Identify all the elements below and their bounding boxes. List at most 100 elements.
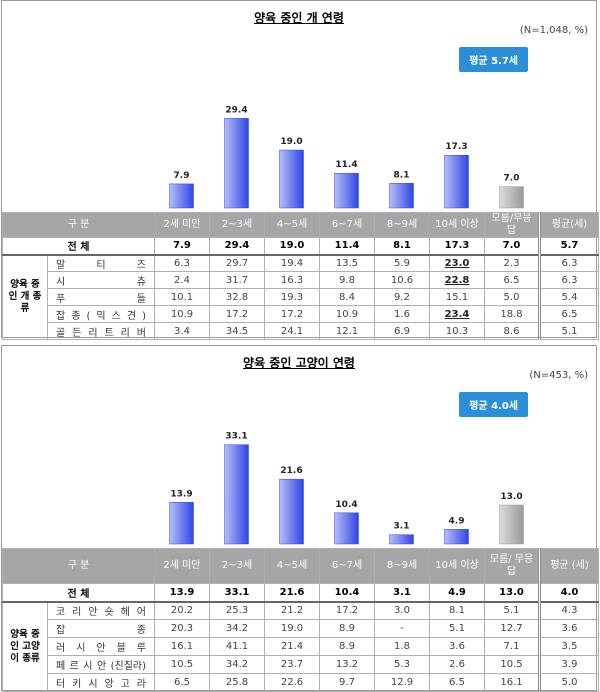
- cell: 21.4: [264, 637, 320, 656]
- group-row: 시 츄 2.4 31.7 16.3 9.8 10.6 22.8 6.5 6.3: [3, 271, 599, 289]
- cell: 6.3: [154, 253, 210, 272]
- cell: 25.8: [209, 673, 265, 692]
- cell: 10.4: [319, 583, 375, 602]
- value-label: 33.1: [225, 432, 247, 442]
- cell: 13.5: [319, 253, 375, 272]
- row-label: 러 시 안 블 루: [47, 637, 155, 656]
- cell: 17.2: [319, 600, 375, 620]
- cell: 41.1: [209, 637, 265, 656]
- cell: 16.3: [264, 271, 320, 289]
- cell: 20.2: [154, 600, 210, 620]
- cell: 5.7: [538, 237, 599, 255]
- cell: 25.3: [209, 600, 265, 620]
- cell: 5.9: [374, 253, 430, 272]
- row-label: 골 든 리 트 리 버: [47, 322, 155, 340]
- row-label: 푸 들: [47, 288, 155, 306]
- cell: 10.5: [154, 655, 210, 674]
- cell: 3.9: [538, 655, 599, 674]
- value-label: 29.4: [225, 105, 247, 115]
- bar: [389, 183, 414, 209]
- cell: 10.9: [154, 305, 210, 323]
- cell: -: [374, 619, 430, 638]
- row-label: 말 티 즈: [47, 253, 155, 272]
- row-label: 잡 종 ( 믹 스 견 ): [47, 305, 155, 323]
- chart-title: 양육 중인 개 연령: [254, 11, 344, 25]
- bar: [169, 502, 194, 545]
- cell: 10.5: [484, 655, 540, 674]
- header-cell: 6~7세: [319, 548, 375, 584]
- cell: 8.9: [319, 619, 375, 638]
- cell: 13.2: [319, 655, 375, 674]
- cell: 15.1: [429, 288, 485, 306]
- cell: 1.6: [374, 305, 430, 323]
- group-row: 양육 중인 고양이 종류 코 리 안 숏 헤 어 20.2 25.3 21.2 17.2 3…: [2, 600, 599, 692]
- cell: 10.6: [374, 271, 430, 289]
- header-cell: 4~5세: [264, 548, 320, 584]
- cell: 19.0: [264, 619, 320, 638]
- cell: 17.2: [264, 305, 320, 323]
- cell: 9.2: [374, 288, 430, 306]
- row-label: 전 체: [2, 583, 155, 602]
- cell: 23.0: [429, 253, 485, 272]
- row-label: 잡 종: [47, 619, 155, 638]
- row-label: 시 츄: [47, 271, 155, 289]
- bar: [499, 504, 524, 545]
- cell: 16.1: [154, 637, 210, 656]
- cell: 17.2: [209, 305, 265, 323]
- sample-note: (N=1,048, %): [519, 25, 588, 36]
- bar: [279, 149, 304, 209]
- chart-panel: 7.9 29.4 19.0 11.4 8.1 17.3 7.0 양육 중인 개 연령 (N=1,…: [1, 0, 599, 340]
- data-table: 구 분 2세 미만 2~3세 4~5세 6~7세 8~9세 10세 이상 모름/ 무응답 평균 …: [2, 548, 599, 692]
- cell: 9.7: [319, 673, 375, 692]
- sample-note: (N=453, %): [529, 370, 588, 381]
- cell: 23.7: [264, 655, 320, 674]
- cell: 29.7: [209, 253, 265, 272]
- header-row: 구 분 2세 미만 2~3세 4~5세 6~7세 8~9세 10세 이상 모름/무응답 평균(세…: [2, 212, 599, 238]
- value-label: 17.3: [445, 142, 467, 152]
- group-row: 페 르 시 안 (친칠라) 10.5 34.2 23.7 13.2 5.3 2.6 10.5 3…: [3, 655, 599, 674]
- cell: 8.1: [374, 237, 430, 255]
- group-row: 골 든 리 트 리 버 3.4 34.5 24.1 12.1 6.9 10.3 8.6 5.1: [3, 322, 599, 340]
- cell: 13.9: [154, 583, 210, 602]
- header-cell: 2세 미만: [154, 212, 210, 238]
- cell: 6.5: [154, 673, 210, 692]
- value-label: 21.6: [280, 466, 302, 476]
- cell: 12.7: [484, 619, 540, 638]
- bar: [224, 444, 249, 545]
- cell: 7.1: [484, 637, 540, 656]
- header-cell: 8~9세: [374, 212, 430, 238]
- cell: 23.4: [429, 305, 485, 323]
- cell: 2.6: [429, 655, 485, 674]
- cell: 3.4: [154, 322, 210, 340]
- cell: 21.2: [264, 600, 320, 620]
- cell: 31.7: [209, 271, 265, 289]
- header-cell: 4~5세: [264, 212, 320, 238]
- header-cell: 모름/ 무응답: [484, 548, 540, 584]
- header-cell: 2~3세: [209, 212, 265, 238]
- cell: 4.9: [429, 583, 485, 602]
- cell: 5.1: [429, 619, 485, 638]
- cell: 20.3: [154, 619, 210, 638]
- value-label: 11.4: [335, 160, 357, 170]
- cell: 5.1: [484, 600, 540, 620]
- cell: 9.8: [319, 271, 375, 289]
- group-row: 푸 들 10.1 32.8 19.3 8.4 9.2 15.1 5.0 5.4: [3, 288, 599, 306]
- cell: 13.0: [484, 583, 540, 602]
- cell: 22.8: [429, 271, 485, 289]
- header-cell: 6~7세: [319, 212, 375, 238]
- value-label: 4.9: [449, 516, 465, 526]
- row-label: 페 르 시 안 (친칠라): [47, 655, 155, 674]
- cell: 32.8: [209, 288, 265, 306]
- group-label: 양육 중인 개 종류: [2, 253, 48, 340]
- cell: 6.3: [538, 271, 599, 289]
- header-cell: 구 분: [2, 212, 155, 238]
- cell: 5.0: [538, 673, 599, 692]
- total-row: 전 체 13.9 33.1 21.6 10.4 3.1 4.9 13.0 4.0: [2, 583, 599, 602]
- data-table: 구 분 2세 미만 2~3세 4~5세 6~7세 8~9세 10세 이상 모름/무응답 평균(세…: [2, 212, 599, 340]
- cell: 4.3: [538, 600, 599, 620]
- cell: 19.0: [264, 237, 320, 255]
- chart: 7.9 29.4 19.0 11.4 8.1 17.3 7.0: [169, 105, 524, 209]
- value-label: 13.9: [170, 489, 192, 499]
- cell: 34.5: [209, 322, 265, 340]
